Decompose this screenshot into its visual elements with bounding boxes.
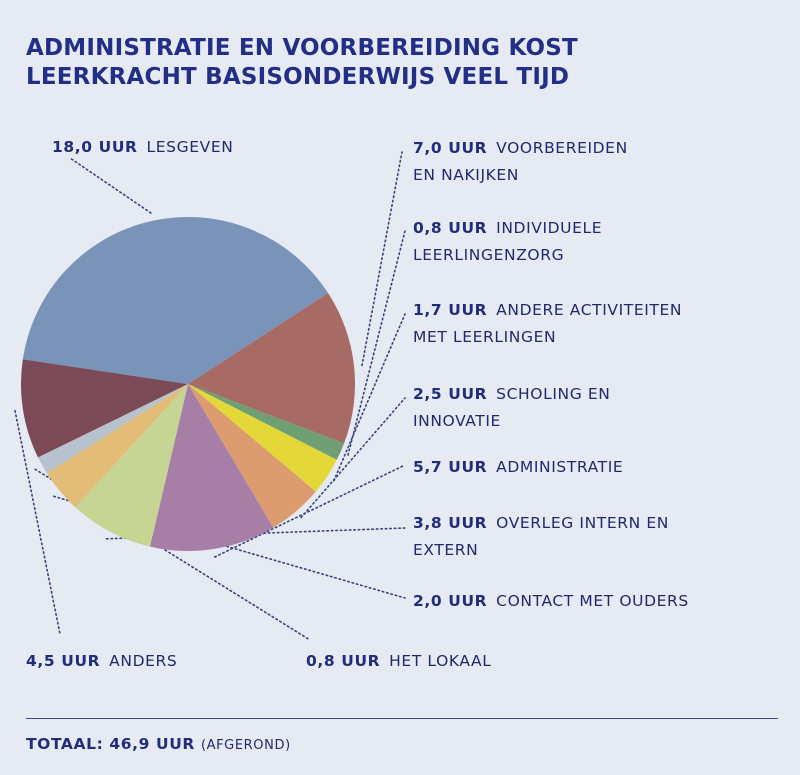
slice-name-voorbereiden-line-2: EN NAKIJKEN [413,166,519,184]
slice-label-contact-ouders: 2,0 UUR CONTACT MET OUDERS [413,588,689,615]
slice-label-administratie: 5,7 UUR ADMINISTRATIE [413,454,623,481]
slice-label-overleg: 3,8 UUR OVERLEG INTERN EN EXTERN [413,510,669,564]
slice-name-overleg-line-2: EXTERN [413,541,479,559]
pie-slice-scholing [188,384,316,528]
chart-title: ADMINISTRATIE EN VOORBEREIDING KOST LEER… [26,34,578,92]
total-line: TOTAAL: 46,9 UUR (AFGEROND) [26,735,291,753]
slice-label-voorbereiden: 7,0 UUR VOORBEREIDEN EN NAKIJKEN [413,135,628,189]
slice-label-lesgeven: 18,0 UUR LESGEVEN [52,134,233,161]
pie-slice-andere-activiteiten [188,384,337,492]
leader-line-leerlingenzorg [347,230,406,456]
leader-line-andere-activiteiten [333,313,406,482]
slice-name-scholing-line-1: SCHOLING EN [496,385,611,403]
slice-value-administratie: 5,7 UUR [413,458,488,476]
slice-value-lesgeven: 18,0 UUR [52,138,138,156]
slice-name-leerlingenzorg-line-1: INDIVIDUELE [496,219,603,237]
slice-value-overleg: 3,8 UUR [413,514,488,532]
slice-label-andere-activiteiten: 1,7 UUR ANDERE ACTIVITEITEN MET LEERLINGE… [413,297,682,351]
slice-name-scholing-line-2: INNOVATIE [413,412,501,430]
slice-label-anders: 4,5 UUR ANDERS [26,648,177,675]
pie-slice-overleg [75,384,188,547]
pie-slice-contact-ouders [46,384,189,508]
chart-title-line-2: LEERKRACHT BASISONDERWIJS VEEL TIJD [26,64,570,90]
slice-name-administratie: ADMINISTRATIE [496,458,624,476]
slice-value-contact-ouders: 2,0 UUR [413,592,488,610]
leader-line-voorbereiden [361,151,403,367]
pie-slice-leerlingenzorg [188,384,345,460]
slice-label-lokaal: 0,8 UUR HET LOKAAL [306,648,491,675]
slice-label-scholing: 2,5 UUR SCHOLING EN INNOVATIE [413,381,610,435]
slice-name-voorbereiden-line-1: VOORBEREIDEN [496,139,628,157]
pie-slice-anders [20,359,188,458]
pie-slice-voorbereiden [188,293,356,444]
leader-line-administratie [213,464,406,558]
pie-slice-lesgeven [22,216,329,384]
slice-name-andere-activiteiten-line-2: MET LEERLINGEN [413,328,557,346]
slice-name-overleg-line-1: OVERLEG INTERN EN [496,514,669,532]
slice-value-voorbereiden: 7,0 UUR [413,139,488,157]
total-label: TOTAAL: [26,735,104,753]
pie-slice-lokaal [38,384,188,474]
footer-divider [26,718,778,719]
leader-line-anders [14,409,61,635]
slice-value-anders: 4,5 UUR [26,652,101,670]
slice-name-andere-activiteiten-line-1: ANDERE ACTIVITEITEN [496,301,683,319]
slice-name-lesgeven: LESGEVEN [146,138,234,156]
total-value: 46,9 UUR [109,735,195,753]
slice-value-leerlingenzorg: 0,8 UUR [413,219,488,237]
chart-title-line-1: ADMINISTRATIE EN VOORBEREIDING KOST [26,35,578,61]
leader-line-scholing [300,397,406,519]
slice-value-scholing: 2,5 UUR [413,385,488,403]
slice-value-andere-activiteiten: 1,7 UUR [413,301,488,319]
slice-name-leerlingenzorg-line-2: LEERLINGENZORG [413,246,565,264]
leader-line-lesgeven [69,157,152,214]
slice-name-lokaal: HET LOKAAL [389,652,492,670]
slice-name-anders: ANDERS [109,652,178,670]
slice-value-lokaal: 0,8 UUR [306,652,381,670]
slice-name-contact-ouders: CONTACT MET OUDERS [496,592,689,610]
pie-slices [20,216,356,552]
slice-label-leerlingenzorg: 0,8 UUR INDIVIDUELE LEERLINGENZORG [413,215,602,269]
total-note: (AFGEROND) [200,738,291,753]
pie-slice-administratie [150,384,274,552]
